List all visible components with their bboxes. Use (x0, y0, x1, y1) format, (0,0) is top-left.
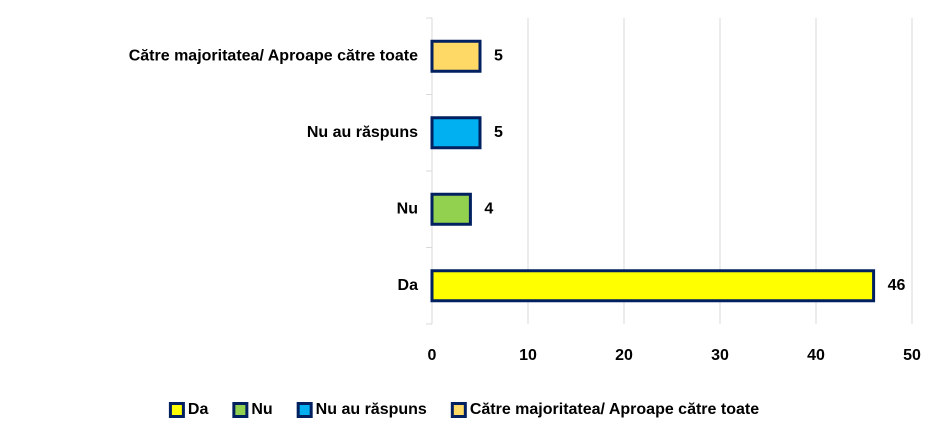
data-label: 4 (484, 200, 493, 217)
y-tick-label: Nu (397, 200, 418, 217)
bar (430, 192, 472, 226)
legend-label: Nu (251, 401, 272, 418)
y-tick-label: Da (398, 277, 419, 294)
bar (430, 116, 482, 150)
legend-swatch (450, 402, 467, 418)
x-tick-label: 30 (711, 347, 729, 364)
data-label: 5 (494, 47, 503, 64)
x-tick-label: 40 (807, 347, 825, 364)
bar (430, 269, 876, 303)
legend-label: Nu au răspuns (316, 401, 427, 418)
bar (430, 39, 482, 73)
data-label: 46 (888, 277, 906, 294)
legend: Da Nu Nu au răspuns Către majoritatea/ Apro… (168, 401, 759, 418)
legend-swatch (168, 402, 185, 418)
legend-swatch (296, 402, 313, 418)
x-tick-label: 0 (428, 347, 437, 364)
y-tick-label: Către majoritatea/ Aproape către toate (129, 47, 418, 64)
data-label: 5 (494, 124, 503, 141)
legend-label: Către majoritatea/ Aproape către toate (470, 401, 759, 418)
y-tick-label: Nu au răspuns (307, 124, 418, 141)
legend-swatch (232, 402, 249, 418)
x-tick-label: 20 (615, 347, 633, 364)
legend-label: Da (188, 401, 209, 418)
x-tick-label: 50 (903, 347, 921, 364)
x-tick-label: 10 (519, 347, 537, 364)
